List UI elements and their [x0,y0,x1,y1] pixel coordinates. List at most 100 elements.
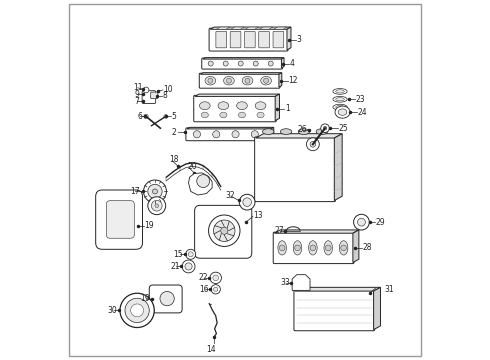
Ellipse shape [223,76,234,85]
Polygon shape [210,27,291,29]
Polygon shape [260,27,273,29]
Polygon shape [279,73,282,87]
Ellipse shape [336,90,344,93]
Circle shape [306,138,319,151]
Circle shape [186,249,196,259]
Circle shape [144,180,167,203]
Text: 5: 5 [172,112,176,121]
Ellipse shape [339,241,348,255]
FancyBboxPatch shape [273,232,354,264]
Circle shape [323,126,327,130]
Ellipse shape [336,98,344,101]
Circle shape [268,61,273,66]
Circle shape [155,204,159,207]
Ellipse shape [261,76,271,85]
Circle shape [279,245,285,251]
FancyBboxPatch shape [209,28,288,51]
Circle shape [209,215,240,247]
Polygon shape [203,58,284,59]
Text: 10: 10 [164,85,173,94]
Ellipse shape [324,241,333,255]
Circle shape [251,131,258,138]
Text: 14: 14 [207,345,216,354]
Polygon shape [281,58,284,68]
Circle shape [120,293,154,328]
Ellipse shape [201,112,208,118]
Polygon shape [271,127,274,140]
Circle shape [152,189,157,194]
Ellipse shape [293,241,302,255]
Circle shape [211,285,220,294]
Text: 19: 19 [145,221,154,230]
Ellipse shape [280,129,292,134]
Ellipse shape [255,102,266,110]
Circle shape [232,131,239,138]
Polygon shape [292,275,310,291]
Text: 22: 22 [198,273,208,282]
Circle shape [197,175,210,188]
Circle shape [188,252,193,257]
Text: 26: 26 [298,126,308,135]
Text: 32: 32 [225,191,235,200]
Ellipse shape [205,76,216,85]
FancyBboxPatch shape [142,91,156,104]
Text: 19: 19 [141,294,150,303]
Ellipse shape [338,109,347,115]
Text: 17: 17 [130,187,140,196]
Text: 31: 31 [384,285,394,294]
Circle shape [125,298,149,323]
Polygon shape [274,230,359,233]
FancyBboxPatch shape [294,290,375,331]
Circle shape [160,292,174,306]
Circle shape [310,141,316,147]
FancyBboxPatch shape [202,58,283,69]
Text: 3: 3 [296,35,301,44]
Ellipse shape [278,241,287,255]
Polygon shape [217,27,230,29]
Text: 2: 2 [172,128,177,137]
Text: 18: 18 [169,156,179,165]
Polygon shape [334,134,342,201]
Circle shape [214,220,235,242]
FancyBboxPatch shape [255,137,335,202]
Text: 15: 15 [173,250,183,259]
Ellipse shape [333,104,347,110]
Circle shape [238,61,243,66]
Text: 23: 23 [356,95,366,104]
Ellipse shape [336,105,344,109]
Polygon shape [195,94,279,96]
Polygon shape [287,27,291,50]
Polygon shape [275,94,279,121]
Polygon shape [274,27,287,29]
Circle shape [325,245,331,251]
Ellipse shape [298,129,310,134]
Ellipse shape [333,89,347,94]
Ellipse shape [257,112,264,118]
Circle shape [321,124,329,132]
Polygon shape [200,73,282,74]
Circle shape [243,198,251,206]
Circle shape [239,194,255,210]
FancyBboxPatch shape [151,92,158,99]
Polygon shape [231,27,244,29]
Circle shape [213,275,219,281]
Circle shape [144,114,148,118]
Text: 29: 29 [376,218,385,227]
FancyBboxPatch shape [199,73,280,88]
Text: 11: 11 [134,83,143,92]
Polygon shape [245,27,258,29]
Text: 33: 33 [280,278,290,287]
Circle shape [208,78,213,83]
Circle shape [264,78,269,83]
Text: 7: 7 [134,97,139,106]
Ellipse shape [199,102,210,110]
Circle shape [310,245,316,251]
Text: 9: 9 [134,90,139,99]
Text: 4: 4 [290,59,295,68]
Circle shape [151,201,162,211]
FancyBboxPatch shape [245,31,255,48]
Ellipse shape [220,112,227,118]
Circle shape [164,114,168,118]
FancyBboxPatch shape [194,95,276,122]
Ellipse shape [242,76,253,85]
